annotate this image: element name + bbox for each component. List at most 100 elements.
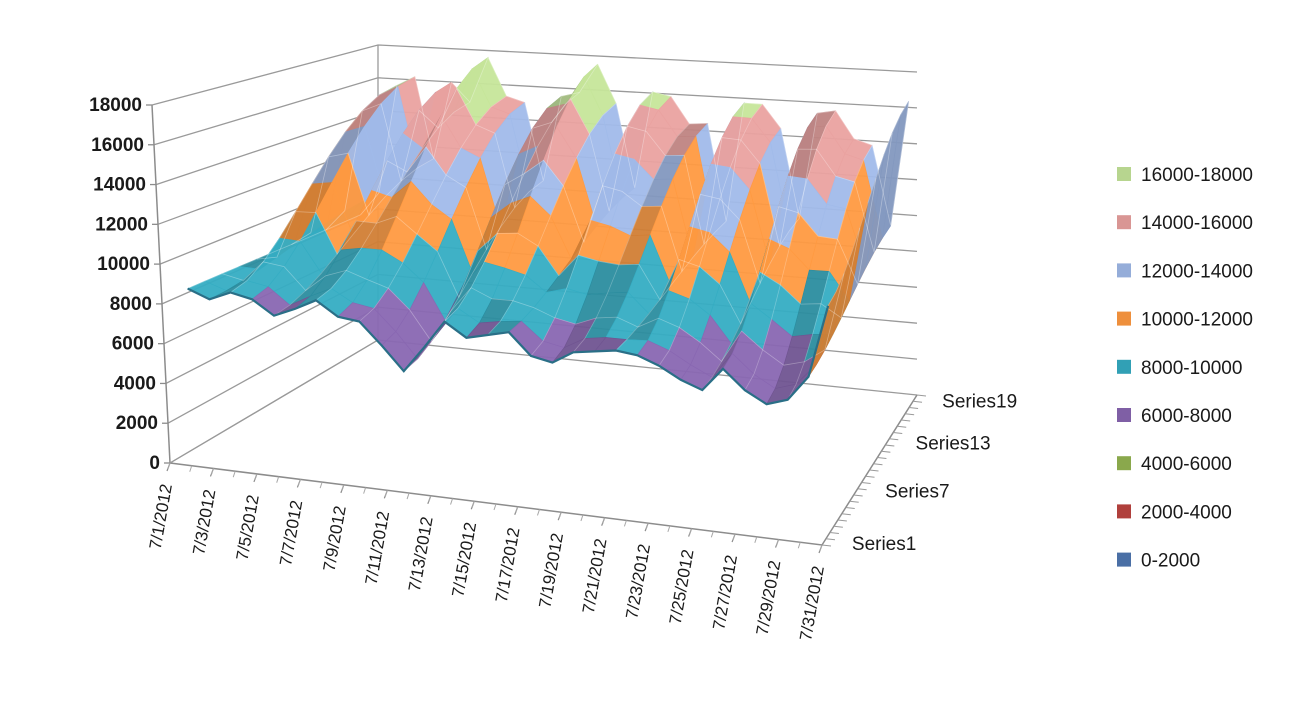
legend-swatch [1117, 311, 1131, 326]
category-tick-label: 7/7/2012 [276, 499, 306, 567]
value-tick-label: 12000 [95, 214, 148, 235]
category-tick-label: 7/19/2012 [535, 532, 567, 610]
category-minor-tick [732, 533, 736, 541]
legend-swatch [1117, 456, 1131, 471]
category-minor-tick [558, 512, 562, 519]
series-tick-mark [825, 538, 836, 541]
category-minor-tick [515, 506, 519, 513]
series-tick-mark [841, 513, 851, 516]
value-axis: 0 2000 4000 6000 8000 10000 12000 14000 16000 180… [89, 95, 170, 474]
series-tick-mark [889, 438, 899, 441]
legend-label: 0-2000 [1141, 551, 1200, 572]
series-tick-mark [873, 463, 883, 466]
legend-label: 14000-16000 [1141, 213, 1253, 234]
category-minor-tick [667, 525, 671, 533]
series-label: Series1 [852, 534, 916, 555]
legend-swatch [1117, 359, 1131, 374]
category-minor-tick [232, 471, 236, 478]
series-tick-mark [865, 475, 875, 478]
legend-label: 10000-12000 [1141, 310, 1253, 331]
legend-label: 12000-14000 [1141, 261, 1253, 282]
category-tick-label: 7/29/2012 [753, 559, 785, 637]
mesh-line [530, 91, 653, 357]
category-minor-tick [623, 520, 627, 527]
legend-label: 16000-18000 [1141, 165, 1253, 186]
series-tick-mark [916, 394, 927, 397]
floor-side-edge [169, 339, 379, 464]
category-minor-tick [450, 498, 454, 505]
value-axis-line [151, 104, 171, 464]
mesh-line [787, 145, 873, 400]
mesh-line [325, 87, 893, 253]
series-label: Series19 [942, 392, 1017, 413]
mesh-line [701, 218, 800, 391]
value-tick-label: 16000 [91, 135, 144, 156]
series-tick-mark [909, 406, 919, 410]
legend-item: 10000-12000 [1117, 310, 1253, 331]
category-tick-label: 7/13/2012 [405, 515, 437, 593]
mesh-line [187, 214, 361, 289]
category-minor-tick [602, 517, 606, 524]
category-minor-tick [776, 539, 780, 546]
category-tick-label: 7/27/2012 [709, 553, 741, 631]
legend-swatch [1117, 504, 1131, 519]
category-tick-label: 7/9/2012 [320, 504, 350, 572]
series-tick-mark [845, 506, 855, 510]
legend-swatch [1117, 215, 1131, 230]
value-tick-label: 2000 [116, 413, 158, 434]
mesh-line [315, 101, 471, 301]
value-tick-label: 8000 [110, 294, 152, 315]
legend-item: 16000-18000 [1117, 165, 1253, 186]
legend-label: 6000-8000 [1141, 406, 1232, 427]
value-tick-label: 14000 [93, 175, 146, 196]
category-minor-tick [297, 479, 301, 486]
value-tick-label: 10000 [97, 254, 150, 275]
category-tick-label: 7/11/2012 [362, 510, 394, 587]
category-minor-tick [710, 531, 714, 538]
legend-label: 4000-6000 [1141, 454, 1232, 475]
floor-edge [169, 394, 918, 546]
series-tick-mark [853, 494, 863, 497]
mesh-line [444, 92, 580, 322]
category-minor-tick [428, 495, 432, 502]
mesh-line [359, 95, 507, 322]
mesh-line [827, 100, 910, 306]
series-label: Series13 [916, 434, 991, 455]
category-minor-tick [580, 514, 584, 522]
legend-swatch [1117, 408, 1131, 422]
series-tick-mark [881, 450, 891, 453]
category-minor-tick [819, 544, 823, 552]
series-tick-mark [837, 519, 847, 522]
series-tick-mark [897, 425, 907, 428]
value-tick-label: 18000 [89, 95, 142, 116]
value-tick-label: 4000 [114, 373, 156, 394]
series-tick-mark [905, 413, 915, 416]
category-tick-label: 7/3/2012 [189, 488, 219, 556]
surface-plot [186, 56, 910, 406]
mesh-line [615, 220, 727, 351]
mesh-line [403, 180, 544, 372]
category-minor-tick [319, 481, 323, 489]
series-tick-mark [885, 444, 895, 447]
category-minor-tick [689, 528, 693, 535]
legend-item: 4000-6000 [1117, 454, 1232, 475]
mesh-line [291, 146, 877, 286]
series-tick-mark [833, 525, 843, 528]
category-minor-tick [471, 501, 475, 508]
series-tick-mark [821, 544, 832, 547]
series-label: Series7 [885, 482, 949, 503]
mesh-line [487, 103, 617, 336]
category-minor-tick [384, 490, 388, 497]
legend-swatch [1117, 167, 1131, 181]
mesh-line [744, 110, 836, 391]
category-tick-label: 7/31/2012 [796, 564, 828, 642]
series-tick-mark [849, 500, 859, 503]
category-minor-tick [167, 462, 171, 470]
category-tick-label: 7/17/2012 [492, 526, 524, 604]
category-tick-label: 7/5/2012 [233, 493, 263, 561]
legend-item: 14000-16000 [1117, 213, 1253, 234]
legend-item: 2000-4000 [1117, 502, 1232, 523]
series-tick-mark [869, 469, 879, 472]
category-tick-label: 7/21/2012 [579, 537, 611, 615]
category-tick-label: 7/25/2012 [666, 548, 698, 626]
